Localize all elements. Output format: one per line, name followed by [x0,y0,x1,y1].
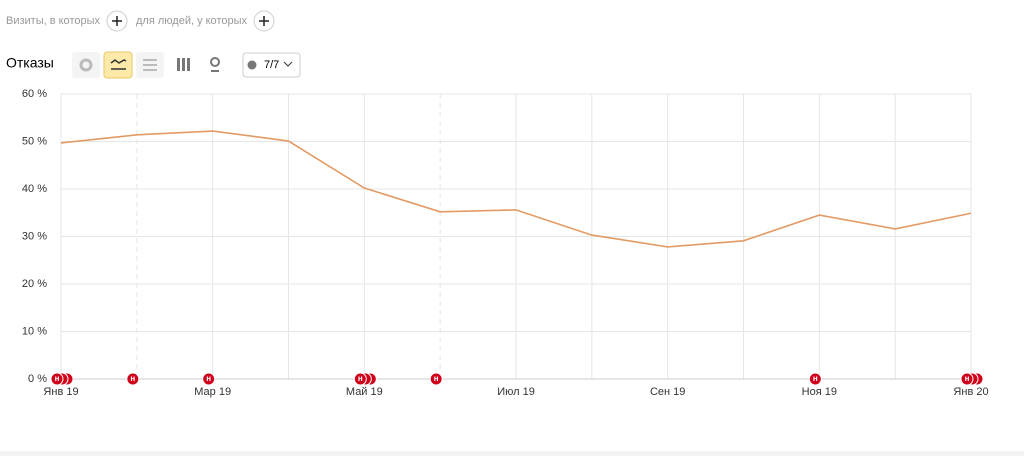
marker-dot [429,372,443,386]
chart-type-bar[interactable] [177,58,190,71]
line-series [60,130,972,248]
filter-label: для людей, у которых [136,15,247,27]
chart-type-map[interactable] [210,57,220,72]
x-tick-label: Май 19 [346,386,383,398]
annotations-count: 7/7 [264,59,279,71]
annotation-marker[interactable]: н [808,372,822,386]
marker-label: н [130,374,135,383]
marker-dot [126,372,140,386]
y-tick-label: 0 % [28,373,47,385]
x-tick-label: Янв 19 [43,386,78,398]
annotation-marker[interactable]: н [429,372,443,386]
x-tick-label: Июл 19 [497,386,535,398]
x-tick-label: Ноя 19 [802,386,837,398]
y-tick-label: 20 % [22,278,47,290]
marker-label: н [55,374,60,383]
y-tick-label: 50 % [22,135,47,147]
marker-label: н [206,374,211,383]
chart-type-pie[interactable] [72,52,100,78]
marker-label: н [358,374,363,383]
marker-dot [202,372,216,386]
marker-label: н [434,374,439,383]
add-button[interactable] [253,10,275,32]
annotation-marker[interactable]: н [202,372,216,386]
y-tick-label: 40 % [22,183,47,195]
y-tick-label: 10 % [22,325,47,337]
x-tick-label: Мар 19 [194,386,231,398]
annotation-marker[interactable]: н [50,372,64,386]
marker-dot [808,372,822,386]
chart-type-area[interactable] [136,52,164,78]
marker-dot [50,372,64,386]
annotations-toggle[interactable]: 7/7 [242,52,301,78]
annotation-marker[interactable]: н [126,372,140,386]
marker-label: н [965,374,970,383]
annotation-marker[interactable]: н [353,372,367,386]
footer-strip [0,451,1024,456]
marker-dot [353,372,367,386]
metric-title: Отказы [6,55,54,71]
x-tick-label: Сен 19 [650,386,685,398]
annotation-marker[interactable]: н [960,372,974,386]
add-button[interactable] [106,10,128,32]
marker-dot [960,372,974,386]
x-tick-label: Янв 20 [953,386,988,398]
filter-label: Визиты, в которых [6,15,100,27]
marker-label: н [813,374,818,383]
chart-type-line[interactable] [103,51,133,79]
y-tick-label: 60 % [22,88,47,100]
y-tick-label: 30 % [22,230,47,242]
